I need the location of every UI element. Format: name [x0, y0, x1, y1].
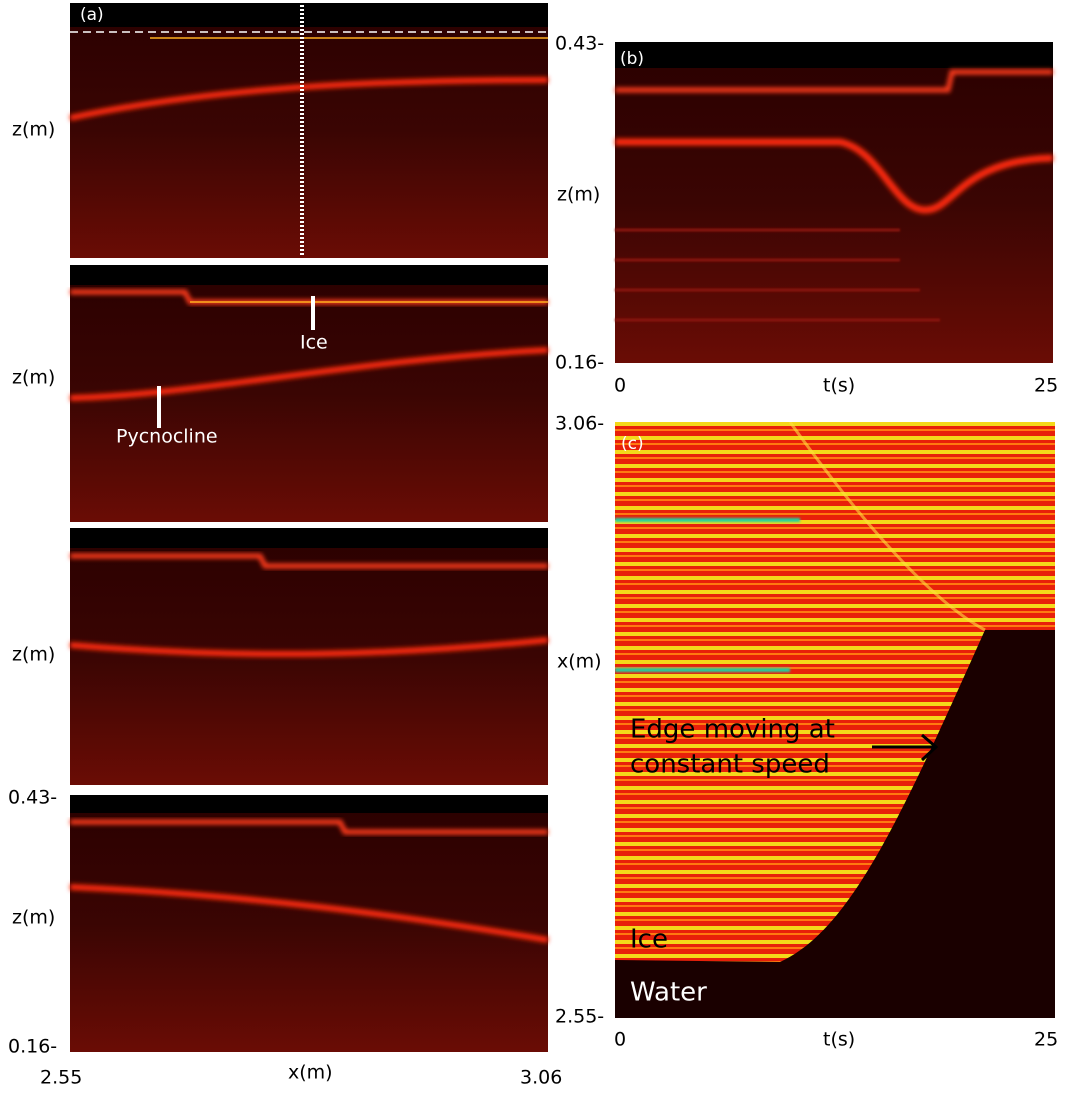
panel-label: (b)	[620, 49, 644, 69]
y-axis-label: z(m)	[12, 119, 55, 141]
annotation: constant speed	[630, 750, 830, 780]
x-tick-label: 25	[1034, 375, 1058, 397]
panel-label: (c)	[621, 434, 644, 454]
y-tick-label: 0.43-	[8, 787, 57, 809]
x-axis-label: t(s)	[823, 1029, 855, 1051]
y-axis-label: z(m)	[12, 644, 55, 666]
x-tick-label: 3.06	[520, 1067, 562, 1089]
panel-a3	[69, 528, 549, 785]
y-tick-label: 2.55-	[555, 1006, 604, 1028]
panel-label: (a)	[80, 5, 104, 25]
x-tick-label: 0	[614, 375, 626, 397]
y-tick-label: 3.06-	[555, 413, 604, 435]
y-axis-label: x(m)	[557, 651, 602, 673]
x-tick-label: 2.55	[40, 1067, 82, 1089]
y-axis-label: z(m)	[12, 907, 55, 929]
panel-a2	[69, 265, 549, 522]
x-axis-label: t(s)	[823, 375, 855, 397]
y-tick-label: 0.16-	[555, 352, 604, 374]
annotation: Ice	[630, 925, 668, 955]
x-tick-label: 0	[614, 1029, 626, 1051]
annotation: Ice	[300, 332, 328, 354]
y-axis-label: z(m)	[557, 184, 600, 206]
annotation: Edge moving at	[630, 715, 835, 745]
annotation: Pycnocline	[116, 426, 218, 448]
y-tick-label: 0.16-	[8, 1036, 57, 1058]
y-tick-label: 0.43-	[555, 33, 604, 55]
panel-b	[615, 42, 1054, 363]
x-tick-label: 25	[1034, 1029, 1058, 1051]
x-axis-label: x(m)	[288, 1062, 333, 1084]
panel-a	[69, 3, 549, 258]
panel-c	[615, 422, 1055, 1018]
y-axis-label: z(m)	[12, 367, 55, 389]
panel-a4	[69, 795, 549, 1052]
annotation: Water	[630, 978, 707, 1008]
